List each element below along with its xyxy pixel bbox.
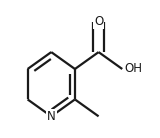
Text: O: O [94, 15, 103, 28]
Text: N: N [47, 110, 56, 123]
Text: OH: OH [124, 63, 142, 75]
